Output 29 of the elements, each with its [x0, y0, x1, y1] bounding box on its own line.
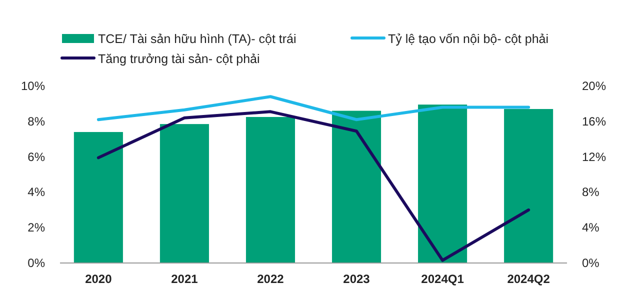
bar: [504, 109, 554, 263]
bar: [74, 132, 123, 263]
y-tick-label: 8%: [28, 114, 46, 128]
y-tick-label: 0%: [28, 256, 46, 270]
y2-tick-label: 16%: [582, 114, 606, 128]
y-tick-label: 2%: [28, 220, 46, 235]
bar: [418, 104, 468, 263]
legend-label: Tỷ lệ tạo vốn nội bộ- cột phải: [388, 32, 549, 46]
bar: [332, 110, 382, 263]
x-tick-label: 2020: [85, 272, 112, 286]
x-tick-label: 2022: [257, 272, 284, 286]
x-tick-label: 2021: [171, 272, 198, 286]
bar: [246, 116, 296, 263]
legend-label: Tăng trưởng tài sản- cột phải: [98, 52, 260, 66]
y2-tick-label: 20%: [582, 79, 606, 93]
y-tick-label: 10%: [20, 79, 46, 93]
y-tick-label: 4%: [28, 185, 46, 200]
y2-tick-label: 4%: [582, 220, 600, 235]
legend-label: TCE/ Tài sản hữu hình (TA)- cột trái: [98, 32, 296, 46]
x-tick-label: 2024Q2: [507, 272, 550, 286]
line-series: [96, 110, 530, 262]
bar: [160, 124, 209, 263]
line-series: [96, 95, 530, 122]
x-tick-label: 2023: [343, 272, 370, 286]
y-tick-label: 6%: [28, 150, 46, 164]
x-tick-label: 2024Q1: [421, 272, 464, 286]
y2-tick-label: 0%: [582, 256, 600, 270]
y2-tick-label: 8%: [582, 185, 600, 200]
y2-tick-label: 12%: [582, 150, 606, 164]
